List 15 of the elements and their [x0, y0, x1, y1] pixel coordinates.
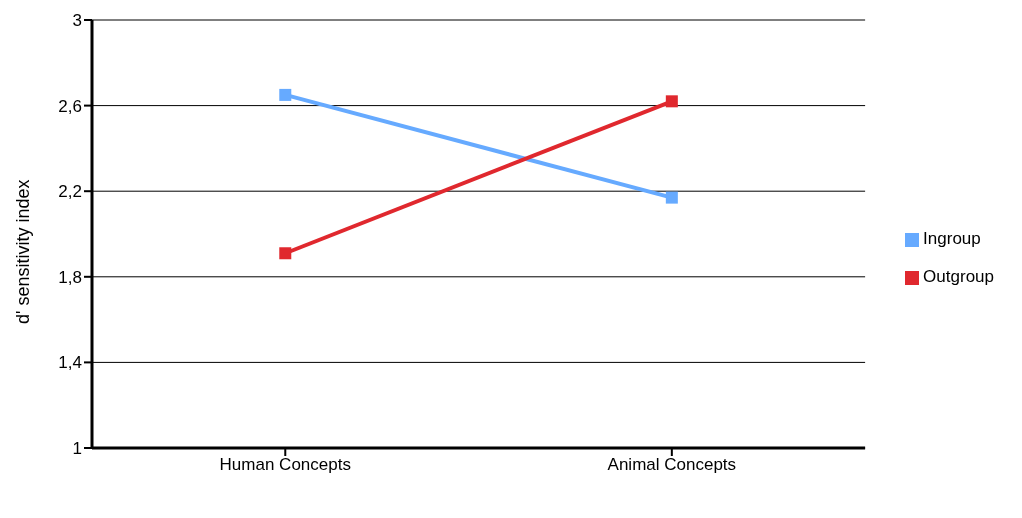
point: [665, 95, 678, 108]
x-tick-label: Animal Concepts: [607, 455, 737, 475]
x-tick-label: Human Concepts: [219, 455, 351, 475]
point: [279, 88, 292, 101]
y-tick-label: 1,4: [58, 353, 82, 373]
y-tick-label: 3: [72, 11, 82, 31]
legend-label: Ingroup: [923, 229, 981, 248]
point: [279, 247, 292, 260]
y-tick-label: 2,2: [58, 182, 82, 202]
y-tick-label: 1,8: [58, 267, 82, 287]
y-tick-label: 2,6: [58, 96, 82, 116]
point: [665, 191, 678, 204]
y-axis-title: d' sensitivity index: [13, 179, 34, 324]
legend-label: Outgroup: [923, 267, 994, 286]
y-tick-label: 1: [72, 439, 82, 459]
